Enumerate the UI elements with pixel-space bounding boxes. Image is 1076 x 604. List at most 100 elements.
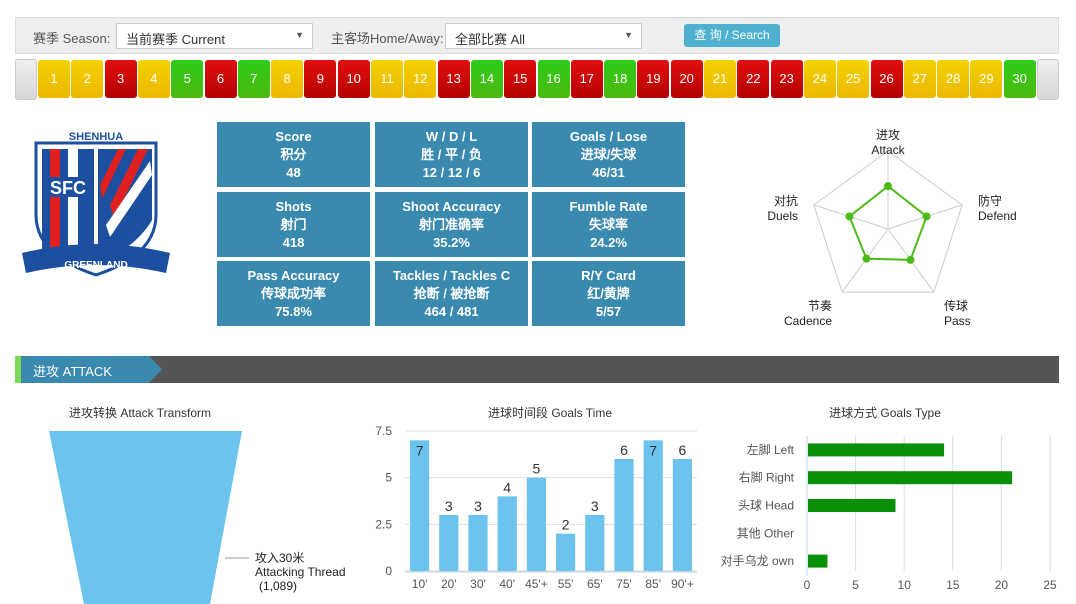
round-10-button[interactable]: 10 xyxy=(337,60,370,98)
scroll-left-button[interactable] xyxy=(15,59,37,100)
x-tick-label: 40' xyxy=(499,577,515,591)
round-17-button[interactable]: 17 xyxy=(570,60,603,98)
stat-cn: 积分 xyxy=(280,147,307,162)
stat-val: 12 / 12 / 6 xyxy=(422,165,481,180)
bar[interactable] xyxy=(439,515,459,571)
round-12-button[interactable]: 12 xyxy=(404,60,437,98)
bar[interactable] xyxy=(468,515,488,571)
stat-card: Fumble Rate 失球率 24.2% xyxy=(532,192,685,257)
x-tick-label: 65' xyxy=(587,577,603,591)
y-tick-label: 左脚 Left xyxy=(747,442,795,457)
round-11-button[interactable]: 11 xyxy=(371,60,403,98)
x-tick-label: 55' xyxy=(558,577,574,591)
y-tick-label: 右脚 Right xyxy=(739,470,795,485)
bar[interactable] xyxy=(808,471,1013,485)
radar-point-attack[interactable] xyxy=(884,182,892,191)
round-5-button[interactable]: 5 xyxy=(171,60,204,98)
attack-transform-title: 进攻转换 Attack Transform xyxy=(68,406,212,420)
stat-cn: 胜 / 平 / 负 xyxy=(421,147,482,162)
x-tick-label: 30' xyxy=(470,577,486,591)
home-away-select[interactable]: 全部比赛 All ▼ xyxy=(445,23,642,49)
stat-card: Goals / Lose 进球/失球 46/31 xyxy=(532,122,685,187)
round-20-button[interactable]: 20 xyxy=(670,60,703,98)
bar[interactable] xyxy=(808,554,828,568)
scroll-right-button[interactable] xyxy=(1037,59,1059,100)
radar-label-cn: 节奏 xyxy=(808,299,832,313)
stat-en: Goals / Lose xyxy=(569,129,648,144)
round-23-button[interactable]: 23 xyxy=(770,60,803,98)
stat-cn: 射门 xyxy=(280,217,307,232)
data-label: 4 xyxy=(503,479,511,495)
x-tick-label: 10 xyxy=(898,578,912,592)
data-label: 2 xyxy=(562,517,570,533)
round-3-button[interactable]: 3 xyxy=(104,60,137,98)
bar[interactable] xyxy=(672,459,692,571)
bar[interactable] xyxy=(526,477,546,571)
search-button[interactable]: 查 询 / Search xyxy=(684,24,780,47)
round-6-button[interactable]: 6 xyxy=(204,60,237,98)
stat-card: R/Y Card 红/黄牌 5/57 xyxy=(532,261,685,326)
radar-label-cn: 进攻 xyxy=(876,128,900,142)
round-22-button[interactable]: 22 xyxy=(737,60,770,98)
round-strip: 1 2 3 4 5 6 7 8 9 10 11 12 13 14 15 16 17 18 19 20 21 22 23 24 2… xyxy=(15,59,1059,100)
svg-text:SFC: SFC xyxy=(50,178,86,198)
stat-val: 48 xyxy=(286,165,301,180)
bar[interactable] xyxy=(410,440,430,571)
round-27-button[interactable]: 27 xyxy=(903,60,936,98)
radar-label-cn: 防守 xyxy=(978,193,1002,208)
round-21-button[interactable]: 21 xyxy=(704,60,736,98)
club-logo: SHENHUA SFC GREENLAND xyxy=(18,125,174,280)
radar-point-duels[interactable] xyxy=(845,212,854,221)
round-2-button[interactable]: 2 xyxy=(71,60,104,98)
bar[interactable] xyxy=(614,459,634,571)
radar-point-pass[interactable] xyxy=(906,255,915,264)
data-label: 7 xyxy=(649,442,657,458)
round-15-button[interactable]: 15 xyxy=(504,60,537,98)
x-tick-label: 85' xyxy=(645,577,661,591)
x-tick-label: 90'+ xyxy=(671,577,694,591)
x-tick-label: 20 xyxy=(995,578,1009,592)
stat-en: W / D / L xyxy=(425,129,478,144)
round-4-button[interactable]: 4 xyxy=(137,60,170,98)
round-7-button[interactable]: 7 xyxy=(237,60,270,98)
round-28-button[interactable]: 28 xyxy=(937,60,970,98)
bar[interactable] xyxy=(808,443,945,457)
bar[interactable] xyxy=(497,496,517,571)
data-label: 3 xyxy=(474,498,482,514)
round-30-button[interactable]: 30 xyxy=(1003,60,1036,98)
x-tick-label: 15 xyxy=(946,578,960,592)
round-1-button[interactable]: 1 xyxy=(38,60,70,98)
bar[interactable] xyxy=(556,533,576,571)
round-18-button[interactable]: 18 xyxy=(604,60,637,98)
stat-cn: 射门准确率 xyxy=(418,217,484,232)
stat-en: Shots xyxy=(275,199,312,214)
round-14-button[interactable]: 14 xyxy=(470,60,503,98)
season-select[interactable]: 当前赛季 Current ▼ xyxy=(116,23,313,49)
stat-card: W / D / L 胜 / 平 / 负 12 / 12 / 6 xyxy=(375,122,528,187)
stat-en: Score xyxy=(275,129,312,144)
radar-point-defend[interactable] xyxy=(922,212,931,221)
data-label: 7 xyxy=(416,442,424,458)
stat-cn: 红/黄牌 xyxy=(587,286,630,301)
round-24-button[interactable]: 24 xyxy=(803,60,836,98)
round-9-button[interactable]: 9 xyxy=(304,60,337,98)
y-tick-label: 2.5 xyxy=(375,517,392,531)
y-tick-label: 头球 Head xyxy=(738,499,794,513)
bar[interactable] xyxy=(585,515,605,571)
round-19-button[interactable]: 19 xyxy=(637,60,670,98)
round-16-button[interactable]: 16 xyxy=(537,60,570,98)
season-value: 当前赛季 Current xyxy=(126,32,225,47)
bar[interactable] xyxy=(643,440,663,571)
bar[interactable] xyxy=(808,499,896,512)
round-8-button[interactable]: 8 xyxy=(271,60,304,98)
stat-card: Pass Accuracy 传球成功率 75.8% xyxy=(217,261,370,326)
round-13-button[interactable]: 13 xyxy=(437,60,470,98)
round-25-button[interactable]: 25 xyxy=(837,60,870,98)
home-away-label: 主客场Home/Away: xyxy=(331,31,444,46)
funnel-label-cn: 攻入30米 xyxy=(255,551,305,565)
round-29-button[interactable]: 29 xyxy=(970,60,1003,98)
radar-point-cadence[interactable] xyxy=(862,254,871,263)
attack-funnel xyxy=(49,431,249,604)
round-26-button[interactable]: 26 xyxy=(870,60,903,98)
data-label: 3 xyxy=(445,498,453,514)
